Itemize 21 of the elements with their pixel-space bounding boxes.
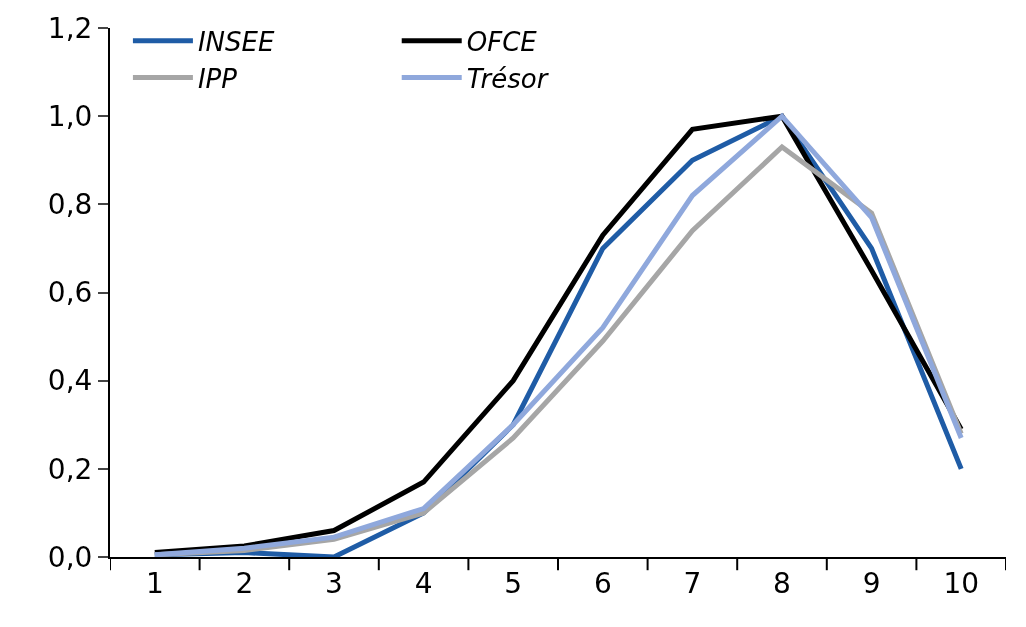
x-tick-label: 8 — [773, 566, 791, 600]
x-tick-label: 3 — [325, 566, 343, 600]
legend-label: IPP — [197, 63, 238, 94]
x-tick-label: 6 — [593, 566, 612, 600]
y-tick-label: 0,0 — [47, 540, 93, 574]
x-tick-label: 5 — [504, 566, 523, 600]
y-tick-label: 0,4 — [47, 364, 93, 398]
x-tick-label: 2 — [235, 566, 254, 600]
x-tick-label: 10 — [943, 566, 980, 600]
x-tick-label: 1 — [145, 566, 164, 600]
legend-label: INSEE — [197, 26, 275, 57]
legend-label: Trésor — [466, 63, 550, 94]
x-tick-label: 4 — [414, 566, 433, 600]
legend-label: OFCE — [466, 26, 538, 57]
y-tick-label: 0,6 — [47, 276, 93, 310]
x-tick-label: 9 — [862, 566, 881, 600]
x-tick-label: 7 — [683, 566, 702, 600]
y-tick-label: 1,0 — [47, 99, 93, 133]
y-tick-label: 0,2 — [47, 452, 93, 486]
y-tick-label: 0,8 — [47, 188, 93, 222]
y-tick-label: 1,2 — [47, 11, 93, 45]
